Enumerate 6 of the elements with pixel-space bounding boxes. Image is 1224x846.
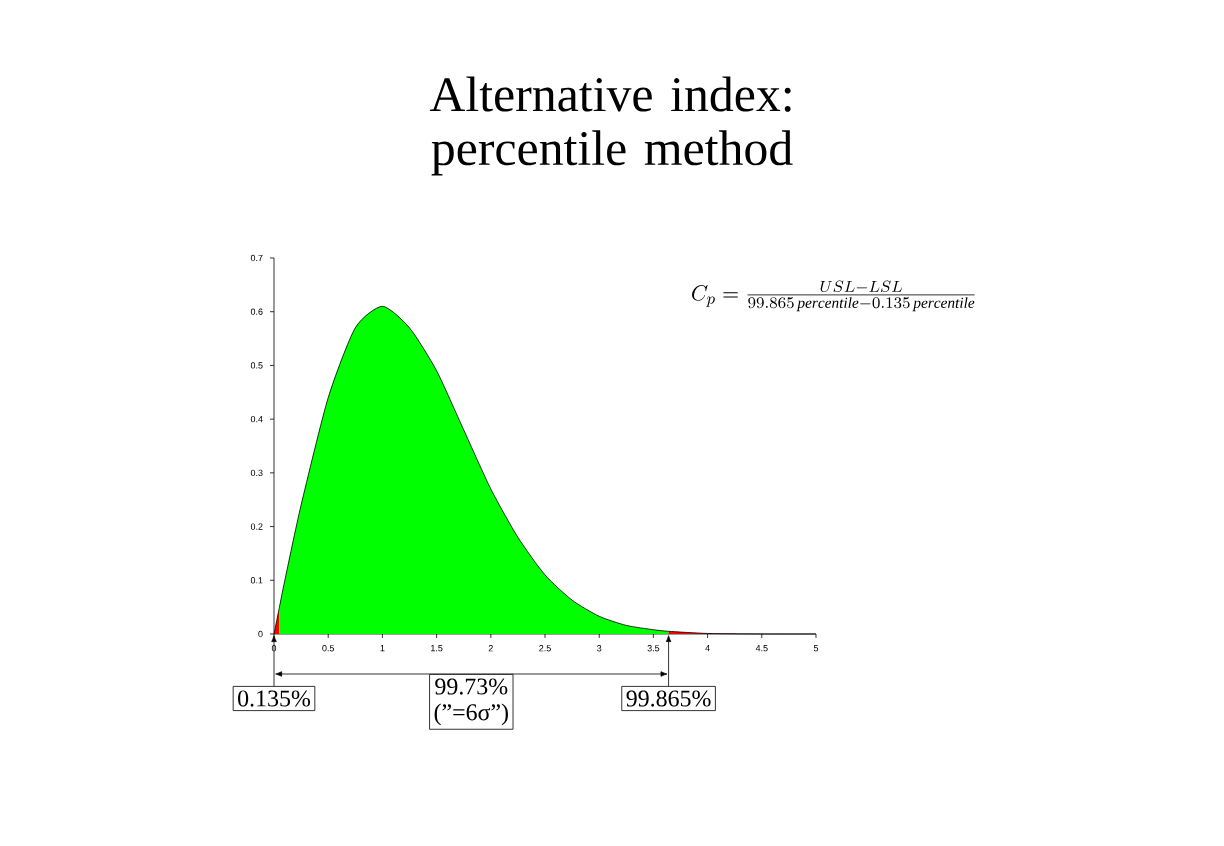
annotation: 99.865% bbox=[626, 690, 711, 707]
text: (”=6σ”) bbox=[434, 703, 508, 726]
chart-title: Alternative index: percentile method bbox=[429, 76, 793, 176]
annotation: $C_p = \frac{USL - LSL}{99.865\,\mathit{percentile} - 0.135\,\mathit{percentile}}$ bbox=[692, 280, 975, 312]
text: 99.73% bbox=[435, 678, 508, 695]
annotation: 0.135% bbox=[238, 690, 311, 707]
